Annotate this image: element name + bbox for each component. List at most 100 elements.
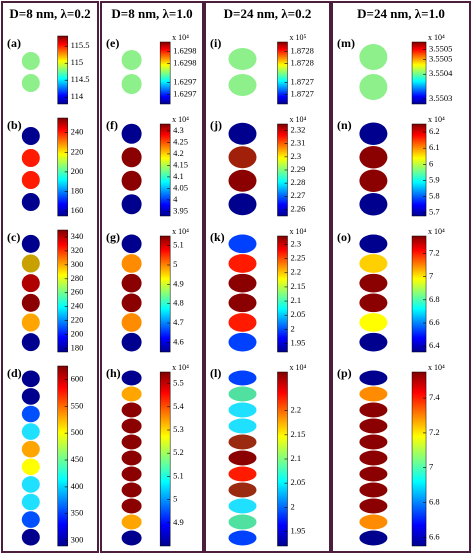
colorbar xyxy=(277,235,288,353)
particle xyxy=(359,530,388,546)
particle xyxy=(228,122,257,145)
colorbar-tick-label: 2.32 xyxy=(291,125,306,135)
panel-label: (i) xyxy=(210,36,221,50)
colorbar-exponent: x 10⁴ xyxy=(290,227,307,236)
particle xyxy=(228,254,257,273)
particle xyxy=(121,123,142,144)
column-header: D=24 nm, λ=0.2 xyxy=(224,6,312,21)
colorbar-tick-label: 7 xyxy=(429,271,433,281)
colorbar-exponent: x 10⁴ xyxy=(172,363,189,372)
particle xyxy=(121,332,142,352)
column-frame xyxy=(331,1,471,553)
colorbar-exponent: x 10⁴ xyxy=(428,227,445,236)
particle xyxy=(228,418,257,434)
particle xyxy=(121,482,142,498)
particle xyxy=(359,44,388,70)
particle xyxy=(121,194,142,215)
particle xyxy=(359,169,388,192)
colorbar-tick-label: 2.05 xyxy=(291,309,306,319)
panel-label: (l) xyxy=(210,366,221,380)
colorbar-exponent: x 10⁵ xyxy=(290,33,307,42)
colorbar-tick-label: 160 xyxy=(71,205,84,215)
colorbar xyxy=(159,235,171,353)
colorbar-tick-label: 2.1 xyxy=(291,453,302,463)
colorbar-tick-label: 7 xyxy=(429,462,433,472)
colorbar-tick-label: 5.9 xyxy=(429,174,440,184)
particle xyxy=(359,402,388,418)
column-frame xyxy=(1,1,99,553)
panel-label: (p) xyxy=(337,366,352,380)
particle xyxy=(228,450,257,466)
colorbar-tick-label: 2.2 xyxy=(291,267,302,277)
particle xyxy=(228,48,257,70)
particle xyxy=(21,423,40,440)
colorbar-tick-label: 2 xyxy=(291,501,295,511)
colorbar xyxy=(159,123,171,217)
particle xyxy=(228,146,257,169)
particle xyxy=(228,514,257,530)
particle xyxy=(21,74,40,92)
particle xyxy=(228,293,257,313)
colorbar-tick-label: 340 xyxy=(71,231,84,241)
colorbar-tick-label: 4 xyxy=(173,194,178,204)
colorbar-tick-label: 2.2 xyxy=(291,405,302,415)
particle xyxy=(21,52,40,70)
colorbar-tick-label: 5.1 xyxy=(173,240,184,250)
colorbar-tick-label: 7.2 xyxy=(429,247,440,257)
particle xyxy=(359,482,388,498)
panel-label: (g) xyxy=(106,230,120,244)
colorbar-tick-label: 180 xyxy=(71,185,84,195)
colorbar xyxy=(411,235,427,353)
colorbar-tick-label: 115 xyxy=(71,57,83,67)
colorbar-tick-label: 200 xyxy=(71,329,84,339)
particle xyxy=(228,386,257,402)
colorbar-tick-label: 1.95 xyxy=(291,525,306,535)
colorbar xyxy=(277,41,288,105)
colorbar xyxy=(411,123,427,217)
panel-label: (j) xyxy=(210,118,222,132)
particle xyxy=(121,370,142,386)
colorbar-tick-label: 3.5503 xyxy=(429,93,452,103)
colorbar-tick-label: 550 xyxy=(71,400,84,410)
colorbar-tick-label: 1.6298 xyxy=(173,45,196,55)
colorbar-tick-label: 200 xyxy=(71,166,84,176)
particle xyxy=(359,434,388,450)
colorbar-tick-label: 4.15 xyxy=(173,159,188,169)
colorbar-tick-label: 320 xyxy=(71,245,84,255)
particle xyxy=(21,440,40,458)
colorbar-tick-label: 2.3 xyxy=(291,151,302,161)
panel-label: (m) xyxy=(337,36,355,50)
colorbar xyxy=(411,41,427,105)
colorbar-tick-label: 1.8728 xyxy=(291,58,314,68)
colorbar-tick-label: 280 xyxy=(71,273,84,283)
particle xyxy=(121,273,142,293)
colorbar-tick-label: 4.7 xyxy=(173,317,184,327)
colorbar-tick-label: 1.95 xyxy=(291,337,306,347)
particle xyxy=(359,370,388,386)
particle xyxy=(359,466,388,482)
particle xyxy=(359,74,388,100)
colorbar-exponent: x 10⁴ xyxy=(428,33,445,42)
particle xyxy=(21,234,40,253)
particle xyxy=(121,254,142,273)
particle xyxy=(21,333,40,352)
colorbar-tick-label: 220 xyxy=(71,315,84,325)
colorbar-tick-label: 2.25 xyxy=(291,253,306,263)
colorbar-tick-label: 450 xyxy=(71,454,84,464)
colorbar-tick-label: 240 xyxy=(71,301,84,311)
column-header: D=8 nm, λ=0.2 xyxy=(9,6,90,21)
particle xyxy=(121,74,142,94)
colorbar-tick-label: 5.2 xyxy=(173,447,184,457)
particle xyxy=(228,313,257,332)
colorbar-tick-label: 220 xyxy=(71,146,84,156)
panel-label: (h) xyxy=(106,366,121,380)
colorbar-tick-label: 600 xyxy=(71,373,84,383)
colorbar-tick-label: 3.5504 xyxy=(429,68,453,78)
colorbar-tick-label: 5.3 xyxy=(173,424,184,434)
particle xyxy=(228,498,257,514)
particle xyxy=(121,418,142,434)
panel-label: (f) xyxy=(106,118,118,132)
particle xyxy=(121,402,142,418)
particle xyxy=(121,466,142,482)
